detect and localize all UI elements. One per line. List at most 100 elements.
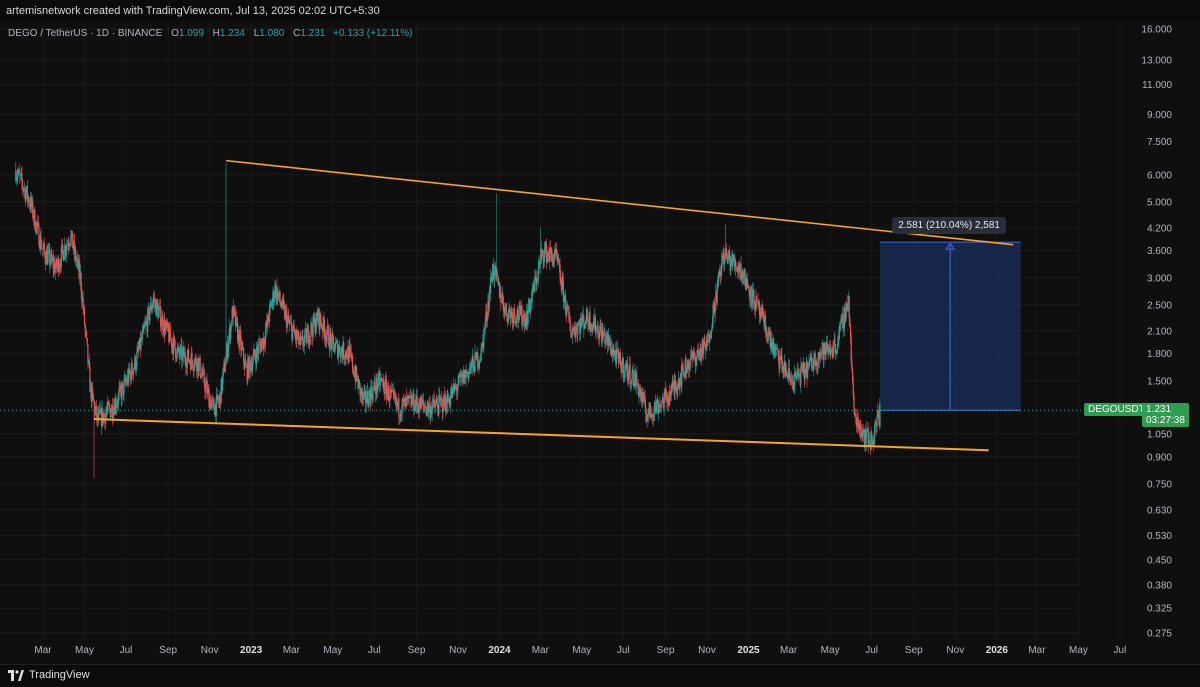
candle xyxy=(287,308,290,324)
symbol-price-tag: DEGOUSDT xyxy=(1084,403,1149,417)
candle xyxy=(319,312,321,338)
candle xyxy=(755,288,757,312)
candle xyxy=(660,401,663,413)
candle xyxy=(103,411,105,416)
candle xyxy=(52,250,54,278)
candle xyxy=(285,303,288,334)
candle xyxy=(468,361,471,375)
candle xyxy=(181,337,183,370)
candle xyxy=(718,268,720,279)
chart-area[interactable]: 16.000 13.000 11.000 9.000 7.500 6.000 5.000 4.… xyxy=(0,22,1200,664)
candle xyxy=(31,197,33,214)
candle xyxy=(562,272,564,290)
x-tick-label: Nov xyxy=(946,645,964,656)
candle xyxy=(169,322,171,339)
candle xyxy=(121,382,124,387)
price-chart[interactable]: 16.000 13.000 11.000 9.000 7.500 6.000 5.000 4.… xyxy=(0,22,1200,664)
candle xyxy=(566,299,568,317)
candle xyxy=(411,395,414,406)
candle xyxy=(349,337,351,358)
candle xyxy=(558,253,560,263)
candle xyxy=(750,284,752,308)
candle xyxy=(213,397,215,410)
trendline-upper[interactable] xyxy=(225,159,1014,246)
candle xyxy=(48,243,50,255)
candle xyxy=(710,330,712,341)
candle xyxy=(655,407,657,415)
candle xyxy=(673,372,675,400)
candle xyxy=(702,338,705,361)
candle xyxy=(641,388,643,407)
candle xyxy=(118,382,120,400)
candle xyxy=(684,356,686,379)
candle xyxy=(309,331,311,350)
candle xyxy=(783,354,786,378)
candle xyxy=(550,246,552,262)
candle xyxy=(517,307,519,323)
candle xyxy=(426,405,428,417)
low-label: L xyxy=(253,28,260,39)
candle xyxy=(454,378,456,390)
candle xyxy=(856,417,858,433)
candle xyxy=(158,303,160,319)
candle xyxy=(475,351,477,361)
candle xyxy=(570,324,572,338)
candle xyxy=(559,257,561,285)
candle xyxy=(553,254,555,264)
candle xyxy=(168,323,170,346)
candle xyxy=(615,350,617,367)
candle xyxy=(711,324,713,339)
candle xyxy=(279,292,282,308)
candle xyxy=(371,393,373,406)
candle xyxy=(602,322,604,338)
candle xyxy=(492,257,494,280)
candle xyxy=(160,297,162,332)
candle xyxy=(495,266,497,283)
candle xyxy=(125,375,127,388)
candle xyxy=(617,349,619,355)
candle xyxy=(588,310,590,330)
candle xyxy=(504,302,506,318)
candle xyxy=(652,415,654,427)
candle xyxy=(228,318,231,347)
candle xyxy=(413,388,415,418)
candle xyxy=(457,376,459,396)
candle xyxy=(543,255,545,270)
candle xyxy=(788,359,790,381)
candle xyxy=(126,377,128,386)
candle xyxy=(545,240,547,253)
candle xyxy=(154,297,156,309)
candle xyxy=(389,384,391,409)
candle xyxy=(756,294,758,308)
trendline-lower[interactable] xyxy=(93,418,989,452)
candle xyxy=(471,348,473,376)
candle xyxy=(838,326,840,348)
candle xyxy=(679,378,681,396)
candle xyxy=(376,372,378,399)
candle xyxy=(585,305,588,325)
candle xyxy=(406,396,408,406)
candle xyxy=(709,333,711,351)
candle xyxy=(279,290,281,305)
candle xyxy=(509,309,511,327)
candle xyxy=(267,310,269,322)
candle xyxy=(244,354,246,370)
candle xyxy=(779,350,782,361)
candle xyxy=(305,321,307,332)
candle xyxy=(246,364,248,385)
candle xyxy=(552,253,554,268)
tradingview-brand[interactable]: TradingView xyxy=(8,669,90,681)
candle xyxy=(190,346,192,371)
x-tick-label: Mar xyxy=(34,645,52,656)
candle xyxy=(500,284,502,311)
candle xyxy=(190,358,192,374)
candle xyxy=(656,397,658,414)
candle xyxy=(287,307,289,324)
last-candle xyxy=(879,409,881,430)
candle xyxy=(649,402,651,419)
candle xyxy=(875,423,878,436)
candle xyxy=(424,400,426,409)
candle xyxy=(821,341,823,361)
candle xyxy=(587,313,589,331)
candle xyxy=(295,329,297,348)
